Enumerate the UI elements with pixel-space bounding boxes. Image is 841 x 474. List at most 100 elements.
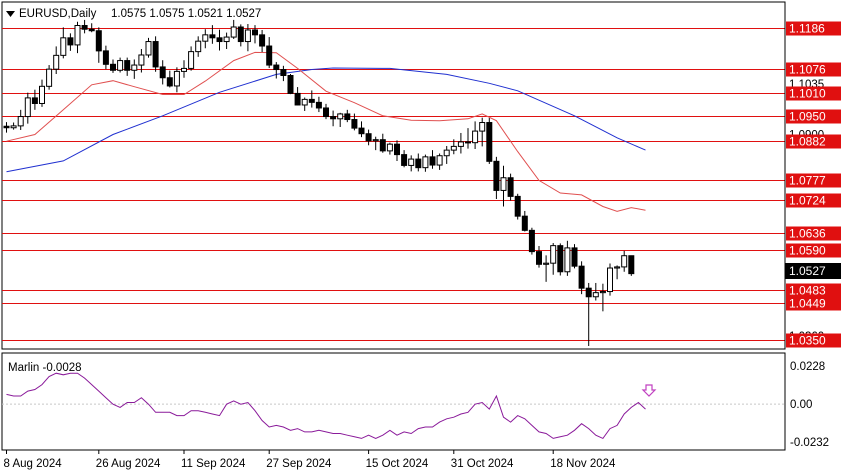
- candle: [301, 97, 308, 111]
- candle: [358, 121, 365, 138]
- time-tick: 15 Oct 2024: [366, 458, 429, 470]
- candle: [188, 46, 195, 71]
- triangle-down-icon[interactable]: [6, 11, 15, 17]
- candle: [223, 32, 230, 50]
- level-label: 1.0350: [789, 334, 826, 348]
- indicator-tick-bottom: -0.0232: [790, 437, 829, 449]
- candle: [81, 19, 88, 34]
- candle: [308, 90, 315, 108]
- candle: [550, 243, 557, 275]
- candle: [351, 113, 358, 131]
- candle: [607, 263, 613, 296]
- level-label-box: [786, 283, 841, 298]
- candle: [415, 153, 422, 172]
- candle: [536, 246, 542, 268]
- candle: [557, 243, 564, 276]
- time-tick: 18 Nov 2024: [550, 458, 616, 470]
- candle: [486, 118, 493, 164]
- candle: [578, 261, 585, 295]
- level-label-box: [786, 173, 841, 188]
- candle: [614, 265, 621, 280]
- candle: [337, 112, 344, 127]
- candle: [450, 139, 457, 155]
- candle: [53, 46, 60, 75]
- level-label-box: [786, 134, 841, 149]
- candle: [500, 165, 507, 207]
- candle: [386, 142, 393, 155]
- level-label: 1.1010: [789, 87, 826, 101]
- candle: [166, 70, 173, 88]
- candle: [244, 24, 251, 52]
- ohlc-values: 1.0575 1.0575 1.0521 1.0527: [111, 8, 261, 20]
- candle: [422, 154, 429, 172]
- candle: [429, 150, 436, 169]
- candle: [592, 282, 599, 301]
- level-label-box: [786, 243, 841, 258]
- chart-header: EURUSD,Daily 1.0575 1.0575 1.0521 1.0527: [6, 8, 261, 20]
- level-label-box: [786, 296, 841, 311]
- candle: [124, 57, 131, 76]
- time-tick: 8 Aug 2024: [4, 458, 63, 470]
- candle: [237, 24, 244, 47]
- candle: [628, 255, 635, 276]
- indicator-pane[interactable]: Marlin -0.0028 0.0228 0.00 -0.0232: [1, 352, 829, 451]
- candle: [88, 23, 95, 33]
- candle: [152, 36, 159, 72]
- ma-fast-line: [6, 51, 646, 212]
- candle: [571, 244, 578, 269]
- level-label: 1.0483: [789, 284, 826, 298]
- price-pane[interactable]: [1, 1, 786, 350]
- time-tick: 27 Sep 2024: [266, 458, 332, 470]
- candle: [95, 27, 102, 63]
- marlin-oscillator: [2, 372, 785, 440]
- candle: [209, 25, 216, 44]
- current-price-box: [785, 263, 841, 279]
- candle: [621, 250, 628, 272]
- candles: [3, 19, 635, 347]
- level-label-box: [786, 333, 841, 348]
- candle: [31, 89, 38, 110]
- current-price-label: 1.0527: [789, 264, 826, 278]
- level-label-box: [786, 109, 841, 124]
- candle: [230, 19, 237, 39]
- candle: [280, 65, 287, 82]
- candle: [294, 87, 301, 106]
- candle: [528, 227, 535, 255]
- level-label: 1.0777: [789, 174, 826, 188]
- level-label-box: [786, 21, 841, 36]
- candle: [46, 65, 53, 90]
- candle: [436, 153, 443, 170]
- level-label: 1.0636: [789, 227, 826, 241]
- candle: [266, 37, 273, 69]
- candle: [131, 59, 138, 79]
- candle: [273, 62, 280, 79]
- candle: [479, 117, 486, 147]
- time-tick: 11 Sep 2024: [181, 458, 246, 470]
- candle: [330, 110, 337, 127]
- level-label: 1.0449: [789, 297, 826, 311]
- candle: [74, 21, 81, 54]
- indicator-label: Marlin -0.0028: [8, 362, 82, 374]
- candle: [67, 33, 74, 51]
- down-arrow-icon: [641, 384, 657, 397]
- candle: [401, 150, 408, 168]
- level-label-box: [786, 62, 841, 77]
- candle: [3, 122, 10, 133]
- candle: [60, 27, 67, 59]
- candle: [110, 59, 116, 73]
- moving-averages: [6, 51, 646, 212]
- candle: [344, 109, 351, 123]
- candle: [17, 109, 24, 130]
- candle: [138, 49, 145, 73]
- candle: [379, 133, 386, 153]
- candle: [564, 240, 571, 276]
- level-label: 1.1076: [789, 63, 826, 77]
- candle: [315, 96, 322, 113]
- candle: [259, 29, 266, 52]
- candle: [39, 79, 45, 107]
- candle: [465, 128, 471, 149]
- level-label-box: [786, 193, 841, 208]
- time-axis: 8 Aug 2024 26 Aug 2024 11 Sep 2024 27 Sep 2…: [4, 450, 616, 470]
